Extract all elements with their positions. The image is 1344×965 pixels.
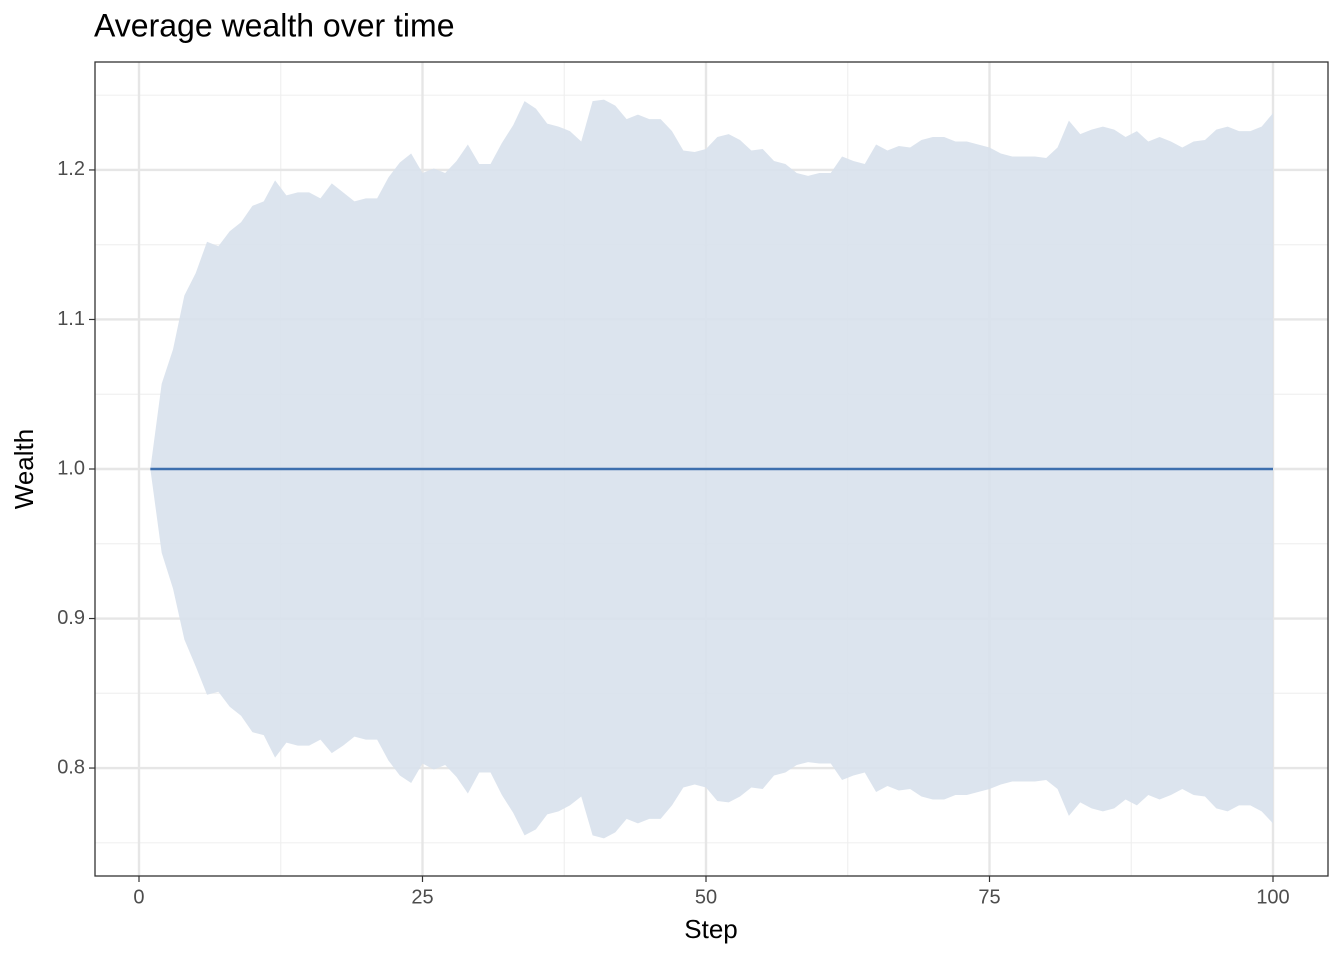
x-axis-title: Step (684, 914, 738, 944)
y-tick-label: 0.8 (57, 756, 85, 778)
x-tick-label: 100 (1256, 886, 1289, 908)
y-tick-label: 1.2 (57, 158, 85, 180)
y-tick-label: 1.1 (57, 308, 85, 330)
panel-border (94, 61, 1329, 877)
x-tick-label: 0 (133, 886, 144, 908)
y-tick-label: 1.0 (57, 457, 85, 479)
x-tick-label: 50 (695, 886, 717, 908)
x-tick-label: 75 (978, 886, 1000, 908)
x-tick-label: 25 (411, 886, 433, 908)
y-tick-label: 0.9 (57, 607, 85, 629)
y-axis-title: Wealth (9, 429, 39, 509)
chart-title: Average wealth over time (94, 7, 454, 43)
